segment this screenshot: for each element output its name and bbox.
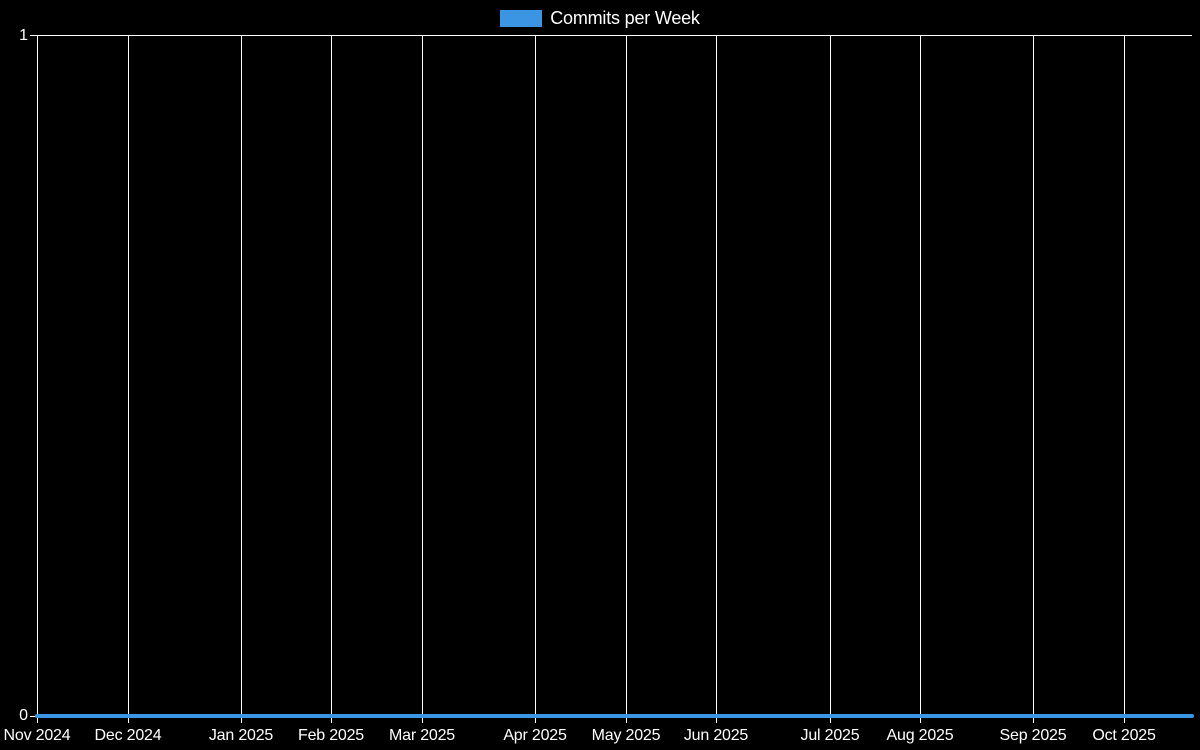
y-tick-label: 1: [19, 26, 28, 44]
x-tick-label: Jul 2025: [800, 727, 860, 744]
y-tick-mark: [30, 35, 37, 36]
x-gridline: [241, 35, 242, 723]
x-gridline: [920, 35, 921, 723]
legend-swatch[interactable]: [500, 9, 543, 27]
y-tick-label: 0: [19, 707, 28, 724]
x-tick-label: Feb 2025: [297, 727, 365, 744]
x-tick-label: Jan 2025: [208, 727, 274, 744]
x-tick-label: Oct 2025: [1092, 727, 1156, 744]
y-gridline-top: [37, 35, 1192, 36]
x-tick-label: Aug 2025: [886, 727, 954, 744]
legend-label[interactable]: Commits per Week: [550, 8, 700, 28]
x-tick-label: Apr 2025: [503, 727, 567, 744]
x-tick-label: Jun 2025: [683, 727, 749, 744]
y-tick-mark: [30, 716, 37, 717]
legend[interactable]: Commits per Week: [0, 7, 1200, 29]
x-gridline: [37, 35, 38, 723]
x-gridline: [331, 35, 332, 723]
x-tick-label: Sep 2025: [999, 727, 1067, 744]
x-gridline: [1033, 35, 1034, 723]
x-gridline: [128, 35, 129, 723]
x-tick-label: Dec 2024: [94, 727, 162, 744]
x-tick-label: Mar 2025: [389, 727, 455, 744]
x-gridline: [535, 35, 536, 723]
x-gridline: [716, 35, 717, 723]
x-gridline: [626, 35, 627, 723]
x-gridline: [1124, 35, 1125, 723]
x-tick-label: Nov 2024: [3, 727, 71, 744]
x-tick-label: May 2025: [591, 727, 661, 744]
x-gridline: [830, 35, 831, 723]
x-gridline: [422, 35, 423, 723]
